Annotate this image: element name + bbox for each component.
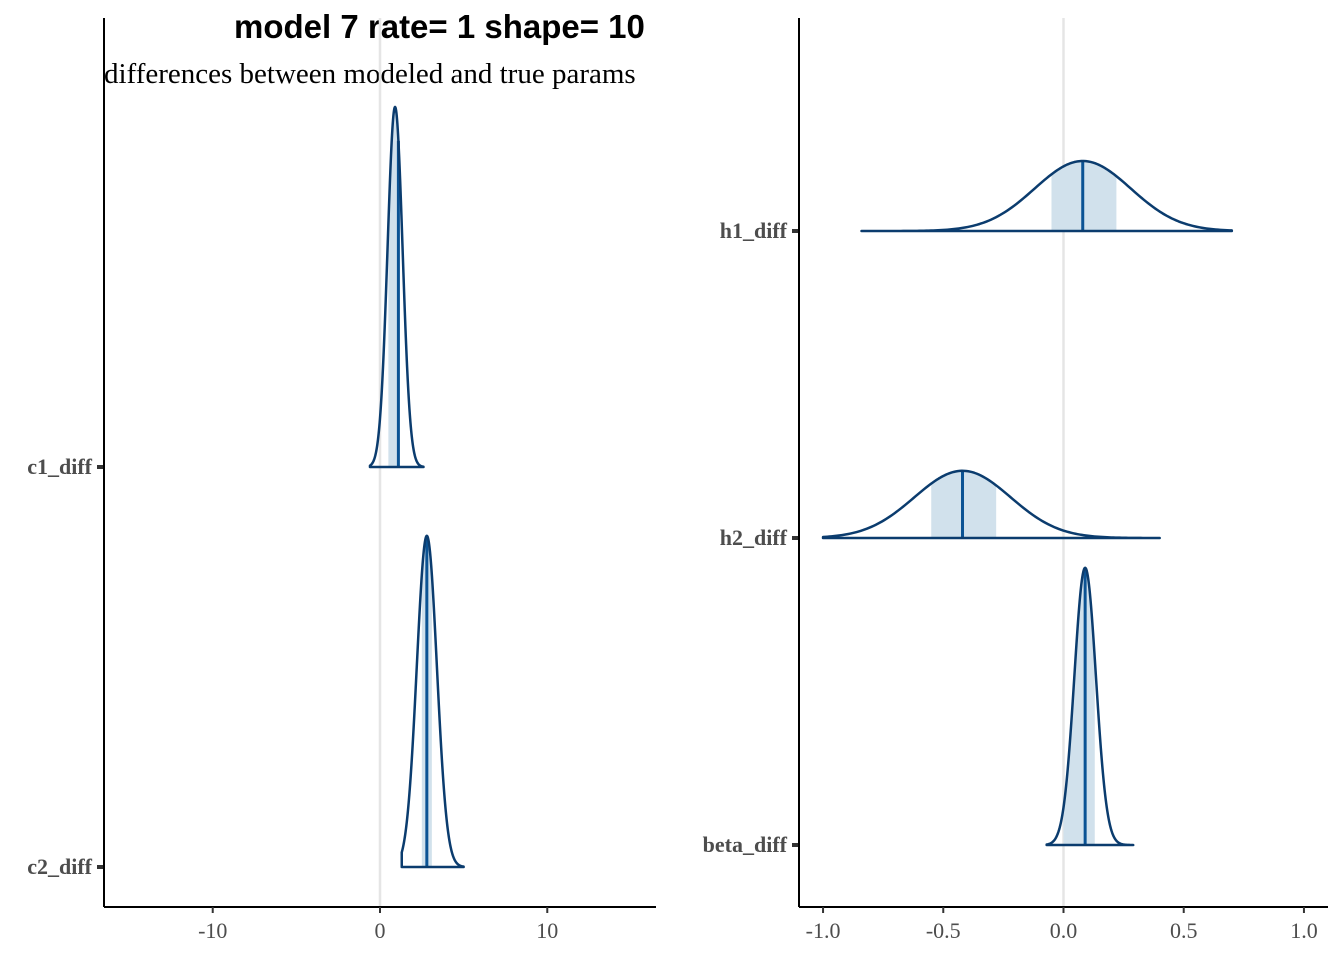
density-outline-h2_diff [821,469,1161,540]
ridge-c1_diff [368,105,425,469]
x-tick-label: 0.0 [1050,918,1078,943]
ridge-h1_diff [860,159,1234,233]
x-tick-label: 0.5 [1170,918,1198,943]
x-tick-label: -10 [198,918,227,943]
density-outline-c1_diff [368,105,425,469]
y-tick-label-h1_diff: h1_diff [720,218,788,243]
x-tick-label: 1.0 [1290,918,1318,943]
density-outline-beta_diff [1045,566,1135,847]
chart-subtitle: differences between modeled and true par… [104,58,636,90]
density-outline-h1_diff [860,159,1234,233]
chart-title: model 7 rate= 1 shape= 10 [234,8,645,45]
panel-1: c1_diff c2_diff -10 0 10 [27,18,656,943]
y-tick-label-beta_diff: beta_diff [703,832,788,857]
density-outline-c2_diff [400,534,465,869]
ridge-c2_diff [400,534,465,869]
x-tick-label: -0.5 [926,918,961,943]
x-tick-label: -1.0 [806,918,841,943]
y-tick-label-c2_diff: c2_diff [27,854,92,879]
y-tick-label-h2_diff: h2_diff [720,525,788,550]
interval-fill-c1_diff [388,107,399,467]
ridge-h2_diff [821,469,1161,540]
interval-fill-beta_diff [1063,567,1095,845]
panel-2: h1_diff h2_diff beta_diff -1.0 -0.5 0.0 0.5 1.0 [703,18,1328,943]
y-tick-label-c1_diff: c1_diff [27,454,92,479]
x-tick-label: 10 [536,918,558,943]
x-tick-label: 0 [375,918,386,943]
ridge-beta_diff [1045,566,1135,847]
